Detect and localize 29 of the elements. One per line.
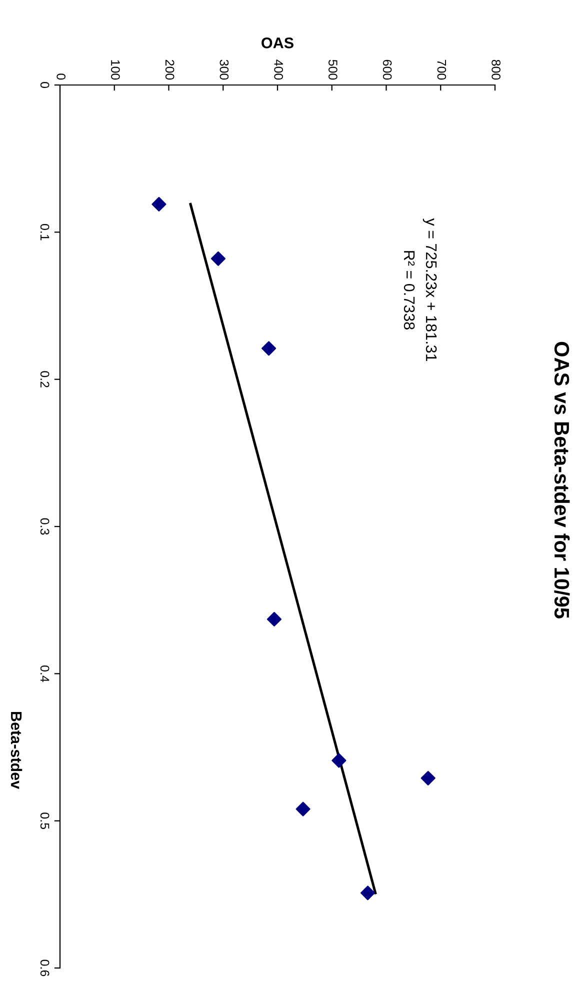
point (152, 196, 166, 212)
x-tick-label: 400 (274, 60, 283, 80)
y-tick-label: 0.3 (40, 518, 50, 535)
annotation: y = 725.23x + 181.31 (422, 218, 437, 362)
y-tick-label: 0.6 (40, 960, 50, 976)
x-tick-label: 200 (165, 60, 174, 80)
x-tick-label: 800 (492, 60, 500, 80)
x-tick-label: 600 (382, 60, 392, 80)
x-axis-title: OAS (262, 38, 294, 48)
y-tick-label: 0 (40, 82, 50, 88)
point (360, 886, 376, 900)
text: OAS vs Beta-stdev for 10/95 (554, 342, 570, 618)
point (420, 770, 436, 786)
x-tick-label: 300 (220, 60, 229, 80)
point (262, 341, 276, 356)
y-axis-title: Beta-stdev (10, 712, 22, 789)
point (296, 802, 310, 816)
x-tick-label: 700 (437, 60, 446, 80)
y-tick-label: 0.1 (40, 224, 50, 240)
y-tick-label: 0.4 (40, 665, 50, 682)
x-tick-label: 500 (328, 60, 338, 80)
y-tick-label: 0.5 (40, 812, 50, 829)
y-tick-label: 0.2 (40, 371, 50, 388)
point (332, 753, 346, 768)
point (210, 251, 226, 266)
annotation: R² = 0.7338 (404, 251, 415, 330)
point (266, 612, 282, 626)
x-tick-label: 0 (56, 74, 66, 80)
x-tick-label: 100 (111, 60, 120, 80)
